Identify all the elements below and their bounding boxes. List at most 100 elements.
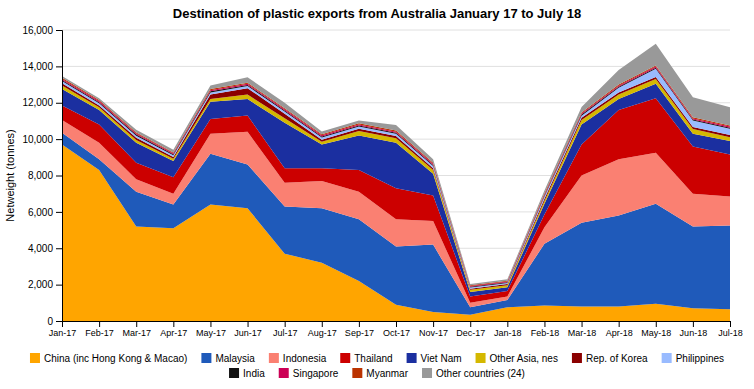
y-tick-mark bbox=[56, 176, 62, 177]
y-tick-label: 10,000 bbox=[22, 134, 53, 145]
x-tick-mark bbox=[285, 321, 286, 327]
x-tick-mark bbox=[136, 321, 137, 327]
legend-label: Malaysia bbox=[215, 353, 255, 364]
grid-line bbox=[62, 30, 730, 31]
y-tick: 6,000 bbox=[28, 207, 62, 218]
legend-item: India bbox=[229, 368, 265, 379]
legend-swatch bbox=[662, 353, 672, 363]
x-tick-mark bbox=[507, 321, 508, 327]
legend-item: Malaysia bbox=[201, 353, 255, 364]
x-tick-mark bbox=[730, 321, 731, 327]
x-tick-label: Dec-17 bbox=[456, 328, 485, 338]
legend-swatch bbox=[201, 353, 211, 363]
legend-label: Thailand bbox=[354, 353, 392, 364]
legend-label: Other countries (24) bbox=[436, 368, 525, 379]
legend-swatch bbox=[352, 368, 362, 378]
area bbox=[62, 69, 730, 289]
y-tick-mark bbox=[56, 285, 62, 286]
x-tick: Oct-17 bbox=[383, 321, 410, 338]
x-tick-label: Apr-17 bbox=[160, 328, 187, 338]
x-tick-label: Jan-17 bbox=[49, 328, 77, 338]
legend-item: Myanmar bbox=[352, 368, 408, 379]
grid bbox=[62, 30, 730, 321]
legend-swatch bbox=[572, 353, 582, 363]
x-tick-label: Apr-18 bbox=[606, 328, 633, 338]
x-tick-mark bbox=[359, 321, 360, 327]
x-tick: Dec-17 bbox=[456, 321, 485, 338]
y-tick-label: 8,000 bbox=[28, 170, 53, 181]
x-tick: Mar-17 bbox=[122, 321, 151, 338]
legend-swatch bbox=[30, 353, 40, 363]
x-tick-mark bbox=[582, 321, 583, 327]
legend-label: Myanmar bbox=[366, 368, 408, 379]
x-tick: Jun-18 bbox=[680, 321, 708, 338]
title: Destination of plastic exports from Aust… bbox=[173, 6, 581, 21]
legend-label: Viet Nam bbox=[421, 353, 462, 364]
x-tick-label: Jun-18 bbox=[680, 328, 708, 338]
legend-swatch bbox=[422, 368, 432, 378]
y-tick: 16,000 bbox=[22, 25, 62, 36]
x-tick: Nov-17 bbox=[419, 321, 448, 338]
x-tick-label: Jan-18 bbox=[494, 328, 522, 338]
x-tick-mark bbox=[396, 321, 397, 327]
x-tick-label: Jun-17 bbox=[234, 328, 262, 338]
x-tick-mark bbox=[544, 321, 545, 327]
y-tick-mark bbox=[56, 212, 62, 213]
x-tick-mark bbox=[433, 321, 434, 327]
y-tick-mark bbox=[56, 139, 62, 140]
x-tick-mark bbox=[99, 321, 100, 327]
x-tick-mark bbox=[173, 321, 174, 327]
legend-item: China (inc Hong Kong & Macao) bbox=[30, 353, 187, 364]
x-tick-label: May-17 bbox=[196, 328, 226, 338]
x-axis: Jan-17 Feb-17 Mar-17 Apr-17 May-17 Jun-17 Jul-… bbox=[49, 321, 743, 338]
legend-label: Singapore bbox=[293, 368, 339, 379]
plot: 02,0004,0006,0008,00010,00012,00014,0001… bbox=[22, 25, 742, 339]
x-tick: May-18 bbox=[641, 321, 671, 338]
x-tick: Jul-17 bbox=[273, 321, 298, 338]
x-tick: Jan-18 bbox=[494, 321, 522, 338]
y-tick-mark bbox=[56, 321, 62, 322]
legend: China (inc Hong Kong & Macao) Malaysia Ind… bbox=[30, 353, 724, 379]
x-tick-label: Jul-17 bbox=[273, 328, 298, 338]
y-tick: 2,000 bbox=[28, 279, 62, 290]
y-tick-label: 12,000 bbox=[22, 97, 53, 108]
area bbox=[62, 79, 730, 292]
x-tick-label: Aug-17 bbox=[308, 328, 337, 338]
area bbox=[62, 44, 730, 286]
legend-item: Thailand bbox=[340, 353, 392, 364]
legend-label: Indonesia bbox=[283, 353, 327, 364]
legend-label: Philippines bbox=[676, 353, 724, 364]
y-tick-label: 6,000 bbox=[28, 207, 53, 218]
x-tick: Jan-17 bbox=[49, 321, 77, 338]
legend-swatch bbox=[279, 368, 289, 378]
y-tick: 12,000 bbox=[22, 97, 62, 108]
y-tick: 8,000 bbox=[28, 170, 62, 181]
x-tick-mark bbox=[62, 321, 63, 327]
legend-label: Other Asia, nes bbox=[490, 353, 558, 364]
x-tick-mark bbox=[248, 321, 249, 327]
y-tick-label: 16,000 bbox=[22, 25, 53, 36]
x-tick-label: Feb-18 bbox=[531, 328, 560, 338]
x-tick-label: Jul-18 bbox=[718, 328, 743, 338]
legend-label: Rep. of Korea bbox=[586, 353, 648, 364]
x-tick: Sep-17 bbox=[345, 321, 374, 338]
x-tick-label: Nov-17 bbox=[419, 328, 448, 338]
x-tick: Feb-17 bbox=[85, 321, 114, 338]
y-tick: 10,000 bbox=[22, 134, 62, 145]
y-tick-label: 4,000 bbox=[28, 243, 53, 254]
area bbox=[62, 77, 730, 290]
areas bbox=[62, 44, 730, 321]
legend-swatch bbox=[340, 353, 350, 363]
x-tick: Jun-17 bbox=[234, 321, 262, 338]
area bbox=[62, 67, 730, 287]
y-tick-label: 2,000 bbox=[28, 279, 53, 290]
x-tick: Apr-17 bbox=[160, 321, 187, 338]
legend-item: Indonesia bbox=[269, 353, 327, 364]
y-axis-line bbox=[56, 31, 63, 322]
x-tick-mark bbox=[693, 321, 694, 327]
x-tick-mark bbox=[322, 321, 323, 327]
legend-label: China (inc Hong Kong & Macao) bbox=[44, 353, 187, 364]
legend-item: Other Asia, nes bbox=[476, 353, 558, 364]
y-tick-mark bbox=[56, 30, 62, 31]
area bbox=[62, 68, 730, 288]
